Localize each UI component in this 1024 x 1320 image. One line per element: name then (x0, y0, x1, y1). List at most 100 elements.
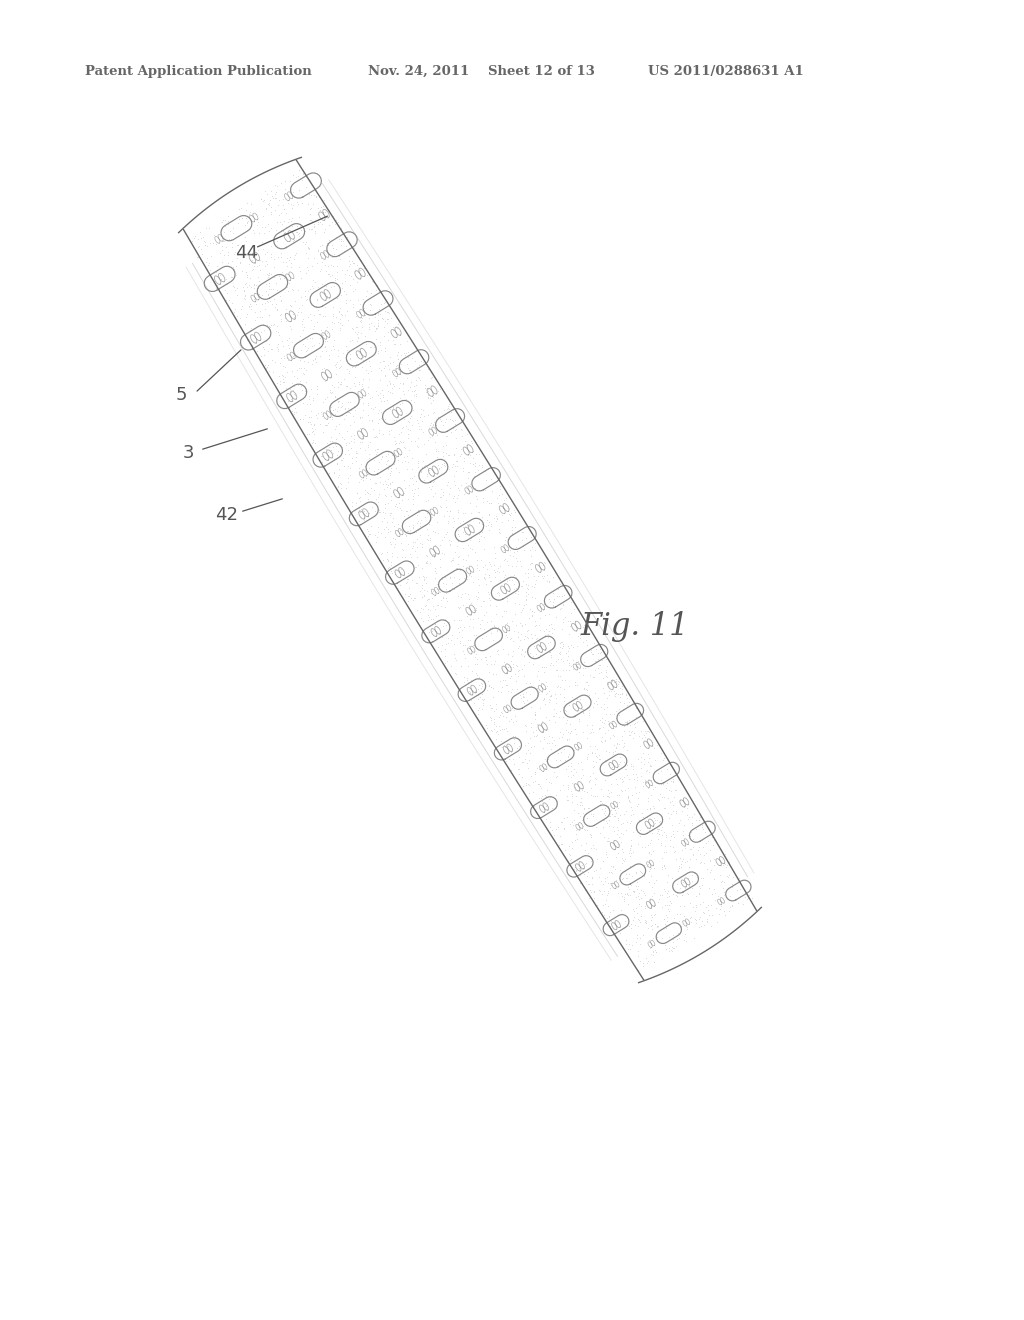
Point (563, 686, 580, 708)
Point (483, 721, 500, 742)
Point (487, 543, 504, 564)
Point (591, 655, 607, 676)
Point (439, 445, 456, 466)
Point (321, 396, 337, 417)
Point (535, 791, 551, 812)
Point (529, 566, 546, 587)
Point (357, 503, 374, 524)
Point (331, 422, 347, 444)
Point (627, 713, 643, 734)
Point (445, 561, 462, 582)
Point (730, 869, 746, 890)
Point (559, 649, 575, 671)
Point (245, 259, 261, 280)
Point (233, 207, 250, 228)
Point (418, 500, 434, 521)
Point (437, 578, 454, 599)
Point (515, 693, 531, 714)
Point (664, 936, 680, 957)
Point (605, 899, 622, 920)
Point (232, 197, 249, 218)
Point (330, 391, 346, 412)
Point (279, 251, 295, 272)
Point (589, 747, 605, 768)
Point (294, 363, 310, 384)
Point (371, 358, 387, 379)
Point (444, 516, 461, 537)
Point (510, 759, 526, 780)
Point (536, 565, 552, 586)
Point (248, 275, 264, 296)
Point (358, 342, 375, 363)
Point (623, 917, 639, 939)
Point (228, 305, 245, 326)
Point (501, 615, 517, 636)
Point (263, 279, 280, 300)
Point (551, 727, 567, 748)
Point (380, 381, 396, 403)
Point (299, 169, 315, 190)
Point (523, 766, 540, 787)
Point (433, 411, 450, 432)
Point (617, 779, 634, 800)
Point (613, 726, 630, 747)
Point (359, 376, 376, 397)
Point (511, 635, 527, 656)
Point (508, 655, 524, 676)
Point (525, 645, 542, 667)
Point (499, 618, 515, 639)
Point (289, 304, 305, 325)
Point (440, 483, 457, 504)
Point (603, 781, 620, 803)
Point (346, 366, 362, 387)
Point (503, 709, 519, 730)
Point (373, 331, 389, 352)
Point (335, 342, 351, 363)
Point (451, 553, 467, 574)
Point (394, 451, 411, 473)
Point (262, 317, 279, 338)
Point (645, 928, 662, 949)
Point (510, 583, 526, 605)
Point (605, 710, 622, 731)
Point (391, 378, 408, 399)
Point (238, 306, 254, 327)
Point (233, 296, 250, 317)
Point (190, 235, 207, 256)
Point (367, 440, 383, 461)
Point (483, 556, 500, 577)
Point (612, 692, 629, 713)
Point (548, 818, 564, 840)
Point (581, 771, 597, 792)
Point (342, 414, 358, 436)
Point (542, 733, 558, 754)
Point (466, 686, 482, 708)
Point (272, 371, 289, 392)
Point (522, 676, 539, 697)
Point (648, 735, 665, 756)
Point (516, 714, 532, 735)
Point (665, 771, 681, 792)
Point (298, 360, 314, 381)
Point (602, 917, 618, 939)
Point (225, 301, 242, 322)
Point (377, 366, 393, 387)
Point (377, 494, 393, 515)
Point (421, 622, 437, 643)
Point (591, 663, 607, 684)
Point (618, 711, 635, 733)
Point (351, 246, 368, 267)
Point (325, 297, 341, 318)
Point (453, 656, 469, 677)
Point (463, 669, 479, 690)
Point (580, 781, 596, 803)
Point (669, 903, 685, 924)
Point (275, 195, 292, 216)
Point (337, 399, 353, 420)
Point (593, 870, 609, 891)
Point (674, 840, 690, 861)
Point (481, 512, 498, 533)
Point (401, 516, 418, 537)
Point (439, 475, 456, 496)
Point (342, 330, 358, 351)
